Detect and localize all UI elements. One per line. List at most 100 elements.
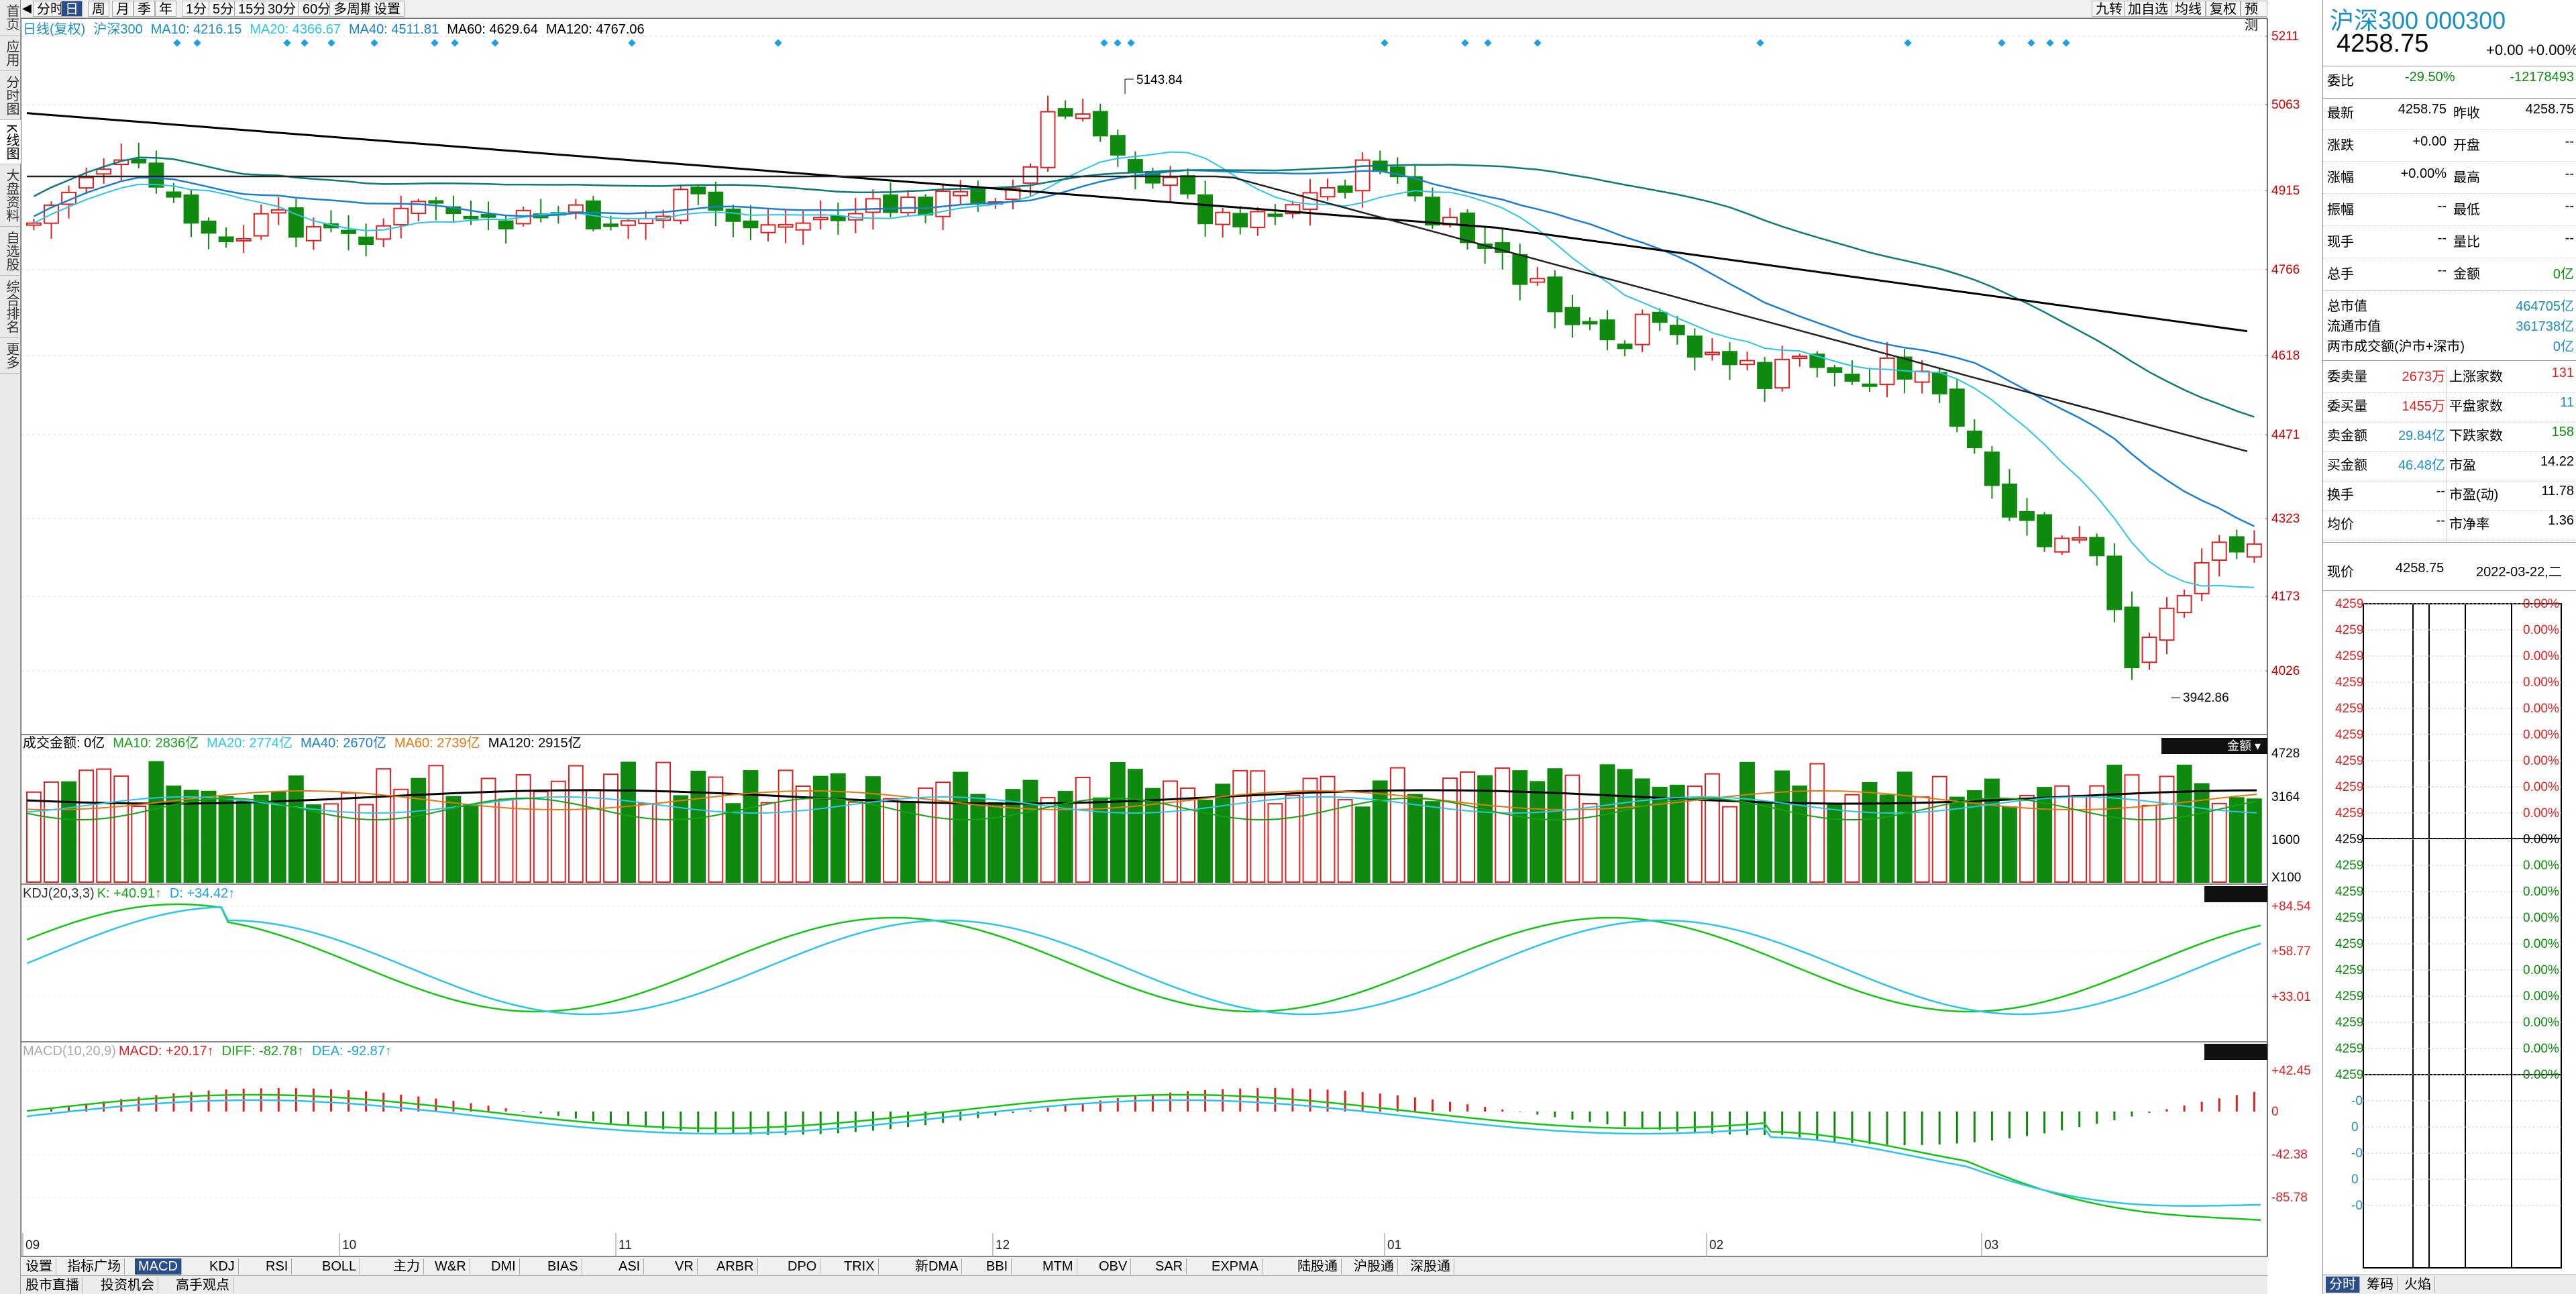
candle [1267, 213, 1283, 217]
candle [603, 223, 619, 227]
indicator-tab[interactable]: 设置 [22, 1258, 56, 1275]
macd-param-box[interactable] [2204, 1044, 2267, 1060]
period-button[interactable]: 日 [61, 1, 83, 17]
indicator-tab[interactable]: EXPMA [1208, 1258, 1263, 1275]
toolbar-right-button[interactable]: 复权 [2206, 1, 2241, 17]
indicator-tab[interactable]: DPO [784, 1258, 821, 1275]
info-tab[interactable]: 投资机会 [97, 1277, 158, 1293]
candle [463, 215, 479, 219]
depth-price: 4259 [2335, 885, 2364, 899]
left-nav-item[interactable]: 首页 [0, 0, 21, 36]
volume-bar [690, 770, 706, 883]
weibi-label: 委比 [2327, 74, 2354, 89]
period-button[interactable]: 月 [112, 1, 133, 17]
kdj-d: D: +34.42↑ [169, 886, 235, 901]
toolbar-right-button[interactable]: 均线 [2171, 1, 2206, 17]
volume-bar [1460, 771, 1475, 883]
period-button[interactable]: 周 [88, 1, 109, 17]
indicator-tab[interactable]: 主力 [390, 1258, 424, 1275]
indicator-tab[interactable]: 沪股通 [1350, 1258, 1398, 1275]
left-nav-item[interactable]: 自选股 [0, 227, 21, 276]
quote-row: 涨幅 +0.00% 最高 -- [2326, 166, 2574, 197]
candle [201, 220, 217, 234]
order-row: 卖金额 29.84亿 下跌家数 158 [2326, 425, 2574, 455]
kline-chart-area[interactable]: 5143.84 3942.86 日线(复权) 沪深300 MA10: 4216.15 M… [21, 18, 2311, 1257]
order-label: 市净率 [2449, 517, 2489, 532]
period-button[interactable]: 年 [155, 1, 176, 17]
indicator-tab[interactable]: KDJ [206, 1258, 239, 1275]
indicator-tab[interactable]: BIAS [544, 1258, 582, 1275]
indicator-tab[interactable]: 指标广场 [64, 1258, 125, 1275]
quote-row: 振幅 -- 最低 -- [2326, 199, 2574, 229]
indicator-tab[interactable]: 深股通 [1407, 1258, 1454, 1275]
candle [1040, 111, 1056, 168]
toolbar-right-button[interactable]: 加自选 [2124, 1, 2172, 17]
security-title: 沪深300 000300 [2330, 7, 2506, 34]
candle [1757, 362, 1773, 389]
market-row: 流通市值 361738亿 [2326, 315, 2574, 346]
volume-bar [1040, 797, 1056, 883]
candle [2089, 537, 2105, 557]
order-row: 委买量 1455万 平盘家数 11 [2326, 395, 2574, 426]
indicator-tab[interactable]: TRIX [841, 1258, 879, 1275]
volume-bar [847, 801, 863, 883]
period-button[interactable]: 设置 [370, 1, 405, 17]
candle [795, 222, 811, 231]
indicator-tab[interactable]: MTM [1039, 1258, 1077, 1275]
candle [1931, 372, 1947, 394]
left-nav-item[interactable]: 综合排名 [0, 276, 21, 339]
indicator-tab[interactable]: W&R [431, 1258, 470, 1275]
left-nav-item[interactable]: K线图 [0, 120, 21, 165]
volume-bar [113, 775, 129, 883]
right-tab[interactable]: 筹码 [2363, 1277, 2398, 1293]
candle [2159, 607, 2175, 641]
indicator-tab[interactable]: MACD [135, 1258, 182, 1275]
left-nav-item[interactable]: 更多 [0, 338, 21, 374]
vol-ma40: MA40: 2670亿 [300, 736, 386, 751]
indicator-tab[interactable]: OBV [1095, 1258, 1132, 1275]
event-marker-icon [1114, 39, 1122, 47]
volume-bar [1862, 781, 1878, 883]
chart-svg[interactable]: 5143.84 3942.86 [21, 19, 2268, 1257]
y-tick: 0 [2271, 1105, 2279, 1119]
period-button[interactable]: 60分 [299, 1, 335, 17]
toolbar-right-button[interactable]: 预测 [2241, 1, 2267, 33]
indicator-tab[interactable]: ARBR [713, 1258, 758, 1275]
left-nav-item[interactable]: 分时图 [0, 71, 21, 120]
indicator-tab[interactable]: VR [672, 1258, 698, 1275]
candle [725, 209, 741, 222]
left-nav-item[interactable]: 大盘资料 [0, 164, 21, 227]
info-tab[interactable]: 高手观点 [172, 1277, 233, 1293]
indicator-tab[interactable]: BOLL [319, 1258, 361, 1275]
left-nav-item[interactable]: 应用 [0, 36, 21, 71]
period-button[interactable]: 30分 [264, 1, 301, 17]
right-tab[interactable]: 火焰 [2401, 1277, 2435, 1293]
indicator-tab[interactable]: BBI [983, 1258, 1012, 1275]
right-tab[interactable]: 分时 [2326, 1277, 2360, 1293]
volume-bar [253, 794, 269, 883]
period-button[interactable]: 1分 [182, 1, 211, 17]
period-button[interactable]: 季 [133, 1, 155, 17]
indicator-tab[interactable]: 新DMA [912, 1258, 963, 1275]
period-button[interactable]: 5分 [209, 1, 238, 17]
quote-label: 现手 [2327, 235, 2354, 250]
indicator-tab[interactable]: SAR [1152, 1258, 1187, 1275]
depth-price: 4259 [2335, 649, 2364, 663]
indicator-tab[interactable]: RSI [262, 1258, 292, 1275]
volume-bar [935, 781, 951, 883]
y-tick: 4915 [2271, 184, 2300, 198]
vol-ma60: MA60: 2739亿 [394, 736, 480, 751]
y-tick: -85.78 [2271, 1191, 2308, 1205]
indicator-tab[interactable]: 陆股通 [1294, 1258, 1342, 1275]
indicator-tab[interactable]: ASI [615, 1258, 645, 1275]
candle [1075, 113, 1091, 119]
volume-bar [865, 776, 881, 883]
indicator-tab[interactable]: DMI [488, 1258, 520, 1275]
order-label: 市盈(动) [2449, 488, 2499, 502]
toolbar-right-button[interactable]: 九转 [2092, 1, 2127, 17]
volume-badge[interactable]: 金额 ▾ [2161, 738, 2267, 754]
volume-bar [1075, 776, 1091, 883]
kdj-param-box[interactable] [2204, 886, 2267, 902]
info-tab[interactable]: 股市直播 [22, 1277, 83, 1293]
back-arrow-icon[interactable]: ◀ [22, 1, 32, 15]
